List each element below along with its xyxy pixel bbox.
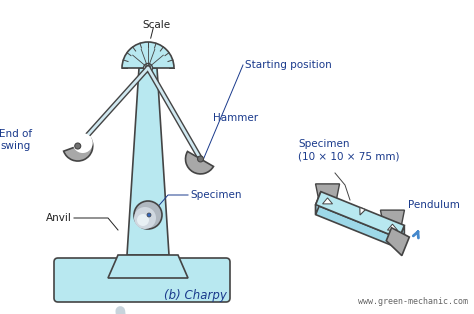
Text: Anvil: Anvil [46, 213, 72, 223]
Wedge shape [64, 138, 93, 161]
Polygon shape [322, 198, 333, 204]
FancyBboxPatch shape [54, 258, 230, 302]
Circle shape [75, 143, 81, 149]
Polygon shape [399, 225, 404, 248]
Wedge shape [185, 151, 213, 174]
Text: Specimen: Specimen [190, 190, 241, 200]
Circle shape [144, 63, 153, 73]
Circle shape [134, 201, 162, 229]
Circle shape [147, 213, 151, 217]
Polygon shape [127, 68, 169, 255]
Circle shape [73, 133, 93, 153]
Polygon shape [387, 224, 398, 230]
Polygon shape [108, 255, 188, 278]
Circle shape [137, 214, 149, 226]
Polygon shape [381, 210, 404, 230]
Polygon shape [386, 228, 410, 256]
Polygon shape [316, 192, 404, 238]
Text: Hammer: Hammer [213, 113, 258, 123]
Text: End of
swing: End of swing [0, 129, 33, 151]
Polygon shape [316, 205, 399, 248]
Text: www.green-mechanic.com: www.green-mechanic.com [358, 297, 468, 306]
Polygon shape [360, 207, 365, 215]
Text: (b) Charpy: (b) Charpy [164, 290, 227, 302]
Circle shape [198, 156, 203, 162]
Text: Scale: Scale [142, 20, 170, 30]
Polygon shape [316, 184, 339, 204]
Text: Pendulum: Pendulum [408, 200, 460, 210]
Circle shape [146, 66, 151, 71]
Wedge shape [122, 42, 174, 68]
Text: Specimen
(10 × 10 × 75 mm): Specimen (10 × 10 × 75 mm) [298, 139, 400, 161]
Polygon shape [316, 192, 321, 215]
Circle shape [134, 207, 156, 229]
Text: Starting position: Starting position [245, 60, 332, 70]
